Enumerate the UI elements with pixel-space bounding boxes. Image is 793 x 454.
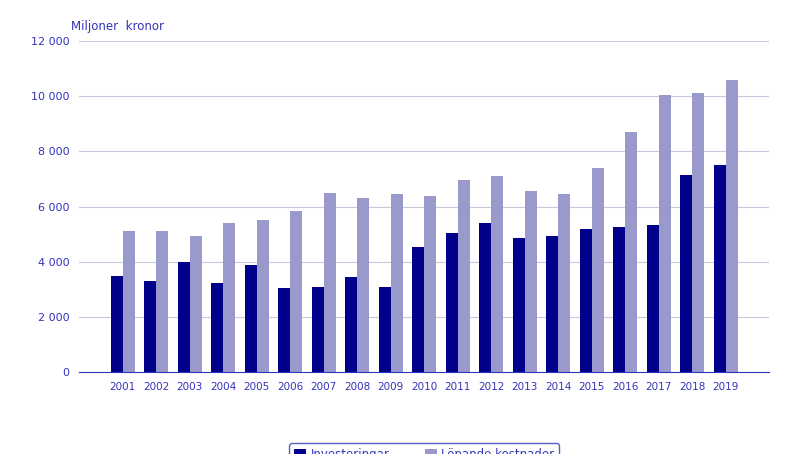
Text: Miljoner  kronor: Miljoner kronor	[71, 20, 164, 34]
Bar	[625, 132, 638, 372]
Bar	[391, 194, 403, 372]
Bar	[224, 223, 236, 372]
Bar	[358, 198, 370, 372]
Bar	[714, 165, 726, 372]
Bar	[190, 236, 201, 372]
Bar	[312, 286, 324, 372]
Bar	[546, 236, 558, 372]
Bar	[458, 180, 469, 372]
Bar	[592, 168, 603, 372]
Bar	[659, 95, 671, 372]
Bar	[245, 265, 257, 372]
Bar	[680, 175, 692, 372]
Bar	[525, 192, 537, 372]
Bar	[144, 281, 156, 372]
Bar	[726, 79, 737, 372]
Bar	[647, 225, 659, 372]
Bar	[324, 193, 335, 372]
Bar	[446, 233, 458, 372]
Bar	[692, 94, 704, 372]
Bar	[211, 282, 224, 372]
Bar	[513, 238, 525, 372]
Bar	[257, 220, 269, 372]
Bar	[278, 288, 290, 372]
Bar	[290, 211, 302, 372]
Bar	[479, 223, 491, 372]
Bar	[613, 227, 625, 372]
Bar	[558, 194, 570, 372]
Legend: Investeringar, Löpande kostnader: Investeringar, Löpande kostnader	[289, 444, 559, 454]
Bar	[178, 262, 190, 372]
Bar	[580, 229, 592, 372]
Bar	[379, 286, 391, 372]
Bar	[412, 247, 424, 372]
Bar	[111, 276, 123, 372]
Bar	[491, 176, 504, 372]
Bar	[345, 277, 358, 372]
Bar	[156, 232, 168, 372]
Bar	[123, 232, 135, 372]
Bar	[424, 196, 436, 372]
